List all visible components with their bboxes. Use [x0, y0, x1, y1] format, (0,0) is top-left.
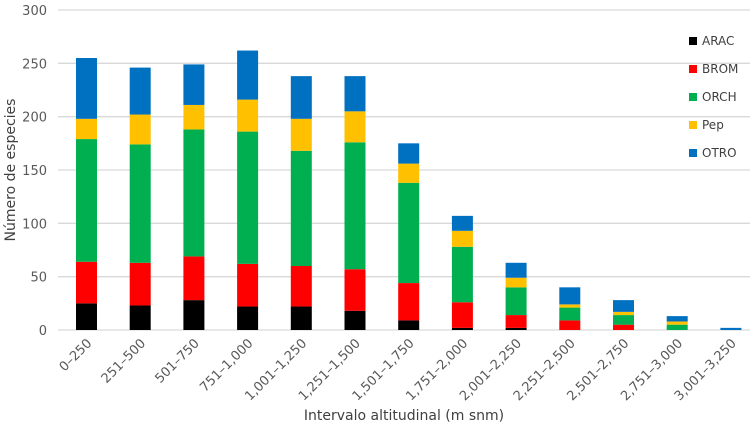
y-tick-label: 100 [22, 217, 47, 232]
bar-arac [183, 300, 205, 330]
bar-pep [290, 118, 312, 151]
bar-brom [290, 266, 312, 307]
bar-pep [129, 114, 151, 145]
bar-arac [237, 306, 259, 330]
bar-pep [451, 230, 473, 247]
bar-otro [559, 287, 581, 305]
y-axis-ticks: 0 50 100 150 200 250 300 [22, 4, 47, 339]
bar-pep [505, 277, 527, 288]
legend-item-orch: ORCH [689, 90, 737, 104]
legend-swatch [689, 65, 697, 73]
bar-orch [344, 142, 366, 270]
bar-orch [129, 144, 151, 263]
bar-brom [398, 283, 420, 321]
legend-label: OTRO [702, 146, 737, 160]
bar-otro [398, 143, 420, 164]
bar-otro [129, 67, 151, 115]
legend-swatch [689, 93, 697, 101]
y-tick-label: 200 [22, 111, 47, 126]
legend-swatch [689, 149, 697, 157]
legend-swatch [689, 121, 697, 129]
bar-arac [344, 310, 366, 330]
y-axis-label: Número de especies [3, 99, 19, 242]
bar-brom [237, 263, 259, 307]
legend-label: BROM [702, 62, 738, 76]
bar-otro [451, 215, 473, 231]
bar-brom [559, 320, 581, 330]
bar-otro [505, 262, 527, 278]
bar-arac [290, 306, 312, 330]
bar-otro [290, 76, 312, 119]
bar-brom [505, 315, 527, 328]
bar-otro [183, 64, 205, 105]
bar-arac [505, 327, 527, 330]
bar-pep [183, 104, 205, 130]
bar-pep [237, 99, 259, 132]
bar-pep [76, 118, 97, 140]
x-tick-label: 501–750 [152, 336, 202, 386]
x-tick-label: 0–250 [57, 336, 96, 375]
bar-arac [129, 305, 151, 330]
bar-orch [451, 246, 473, 303]
bar-arac [451, 327, 473, 330]
bar-orch [505, 287, 527, 316]
bar-otro [344, 76, 366, 112]
bar-orch [237, 131, 259, 264]
bar-brom [183, 256, 205, 301]
bar-pep [398, 163, 420, 183]
bar-arac [398, 320, 420, 330]
bar-pep [666, 321, 688, 325]
y-tick-label: 50 [30, 271, 47, 286]
bar-orch [290, 150, 312, 266]
bar-brom [129, 262, 151, 306]
y-tick-label: 150 [22, 164, 47, 179]
legend-item-otro: OTRO [689, 146, 737, 160]
legend-item-arac: ARAC [689, 34, 734, 48]
legend-item-pep: Pep [689, 118, 724, 132]
legend-label: ORCH [702, 90, 737, 104]
x-axis-label: Intervalo altitudinal (m snm) [304, 408, 504, 424]
bar-brom [451, 302, 473, 328]
y-tick-label: 300 [22, 4, 47, 19]
bar-otro [720, 327, 742, 330]
bar-otro [76, 58, 97, 119]
x-tick-label: 251–500 [99, 336, 149, 386]
bar-otro [613, 300, 634, 312]
bar-pep [559, 304, 581, 308]
bar-orch [613, 315, 634, 325]
x-tick-label: 751–1,000 [197, 336, 256, 395]
bar-orch [666, 324, 688, 330]
legend-label: ARAC [702, 34, 734, 48]
bar-orch [559, 307, 581, 321]
bar-orch [183, 129, 205, 257]
legend: OTRO Pep ORCH BROM ARAC [689, 34, 738, 160]
y-tick-label: 0 [39, 324, 47, 339]
bars [76, 50, 742, 330]
bar-otro [237, 50, 259, 100]
bar-arac [76, 303, 97, 330]
bar-otro [666, 316, 688, 322]
bar-brom [613, 324, 634, 330]
bar-pep [344, 111, 366, 143]
bar-brom [76, 261, 97, 304]
legend-label: Pep [702, 118, 724, 132]
bar-pep [613, 311, 634, 316]
bar-brom [344, 269, 366, 311]
bar-orch [398, 182, 420, 284]
bar-orch [76, 139, 97, 262]
y-tick-label: 250 [22, 57, 47, 72]
legend-swatch [689, 37, 697, 45]
x-axis-ticks: 0–250 251–500 501–750751–1,0001,001–1,2501… [57, 336, 740, 404]
legend-item-brom: BROM [689, 62, 738, 76]
